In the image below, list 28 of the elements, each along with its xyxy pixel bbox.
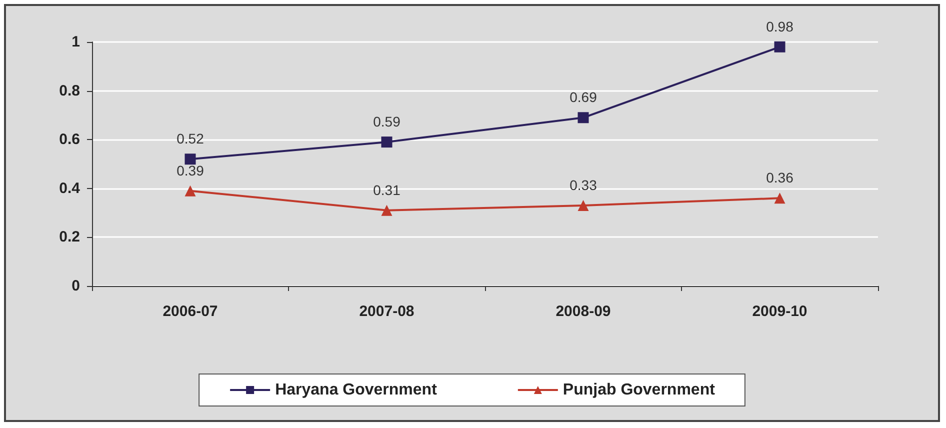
y-tick-label: 1 [72, 34, 80, 50]
point [774, 41, 786, 52]
point [184, 154, 196, 165]
data-label: 0.52 [176, 130, 204, 147]
y-tick-label: 0.2 [59, 228, 80, 246]
data-label: 0.69 [570, 89, 598, 106]
x-tick-label: 2009-10 [752, 303, 808, 320]
data-label: 0.33 [570, 176, 598, 193]
point [578, 200, 589, 211]
data-label: 0.39 [176, 162, 204, 178]
data-label: 0.31 [373, 182, 401, 198]
y-tick-label: 0.8 [59, 82, 80, 100]
point [184, 185, 196, 196]
data-label: 0.59 [373, 114, 401, 130]
data-label: 0.36 [766, 170, 794, 186]
data-label: 0.98 [766, 18, 794, 34]
point [381, 136, 392, 148]
x-tick-label: 2007-08 [359, 303, 414, 320]
legend-label: Punjab Government [562, 382, 716, 398]
y-tick-label: 0.4 [59, 180, 81, 197]
point [774, 192, 786, 204]
x-tick-label: 2006-07 [162, 303, 218, 320]
y-tick-label: 0 [72, 278, 80, 294]
point [578, 112, 589, 124]
x-tick-label: 2008-09 [556, 303, 611, 320]
point [381, 204, 392, 216]
legend-label: Haryana Government [275, 382, 438, 398]
y-tick-label: 0.6 [59, 131, 80, 148]
